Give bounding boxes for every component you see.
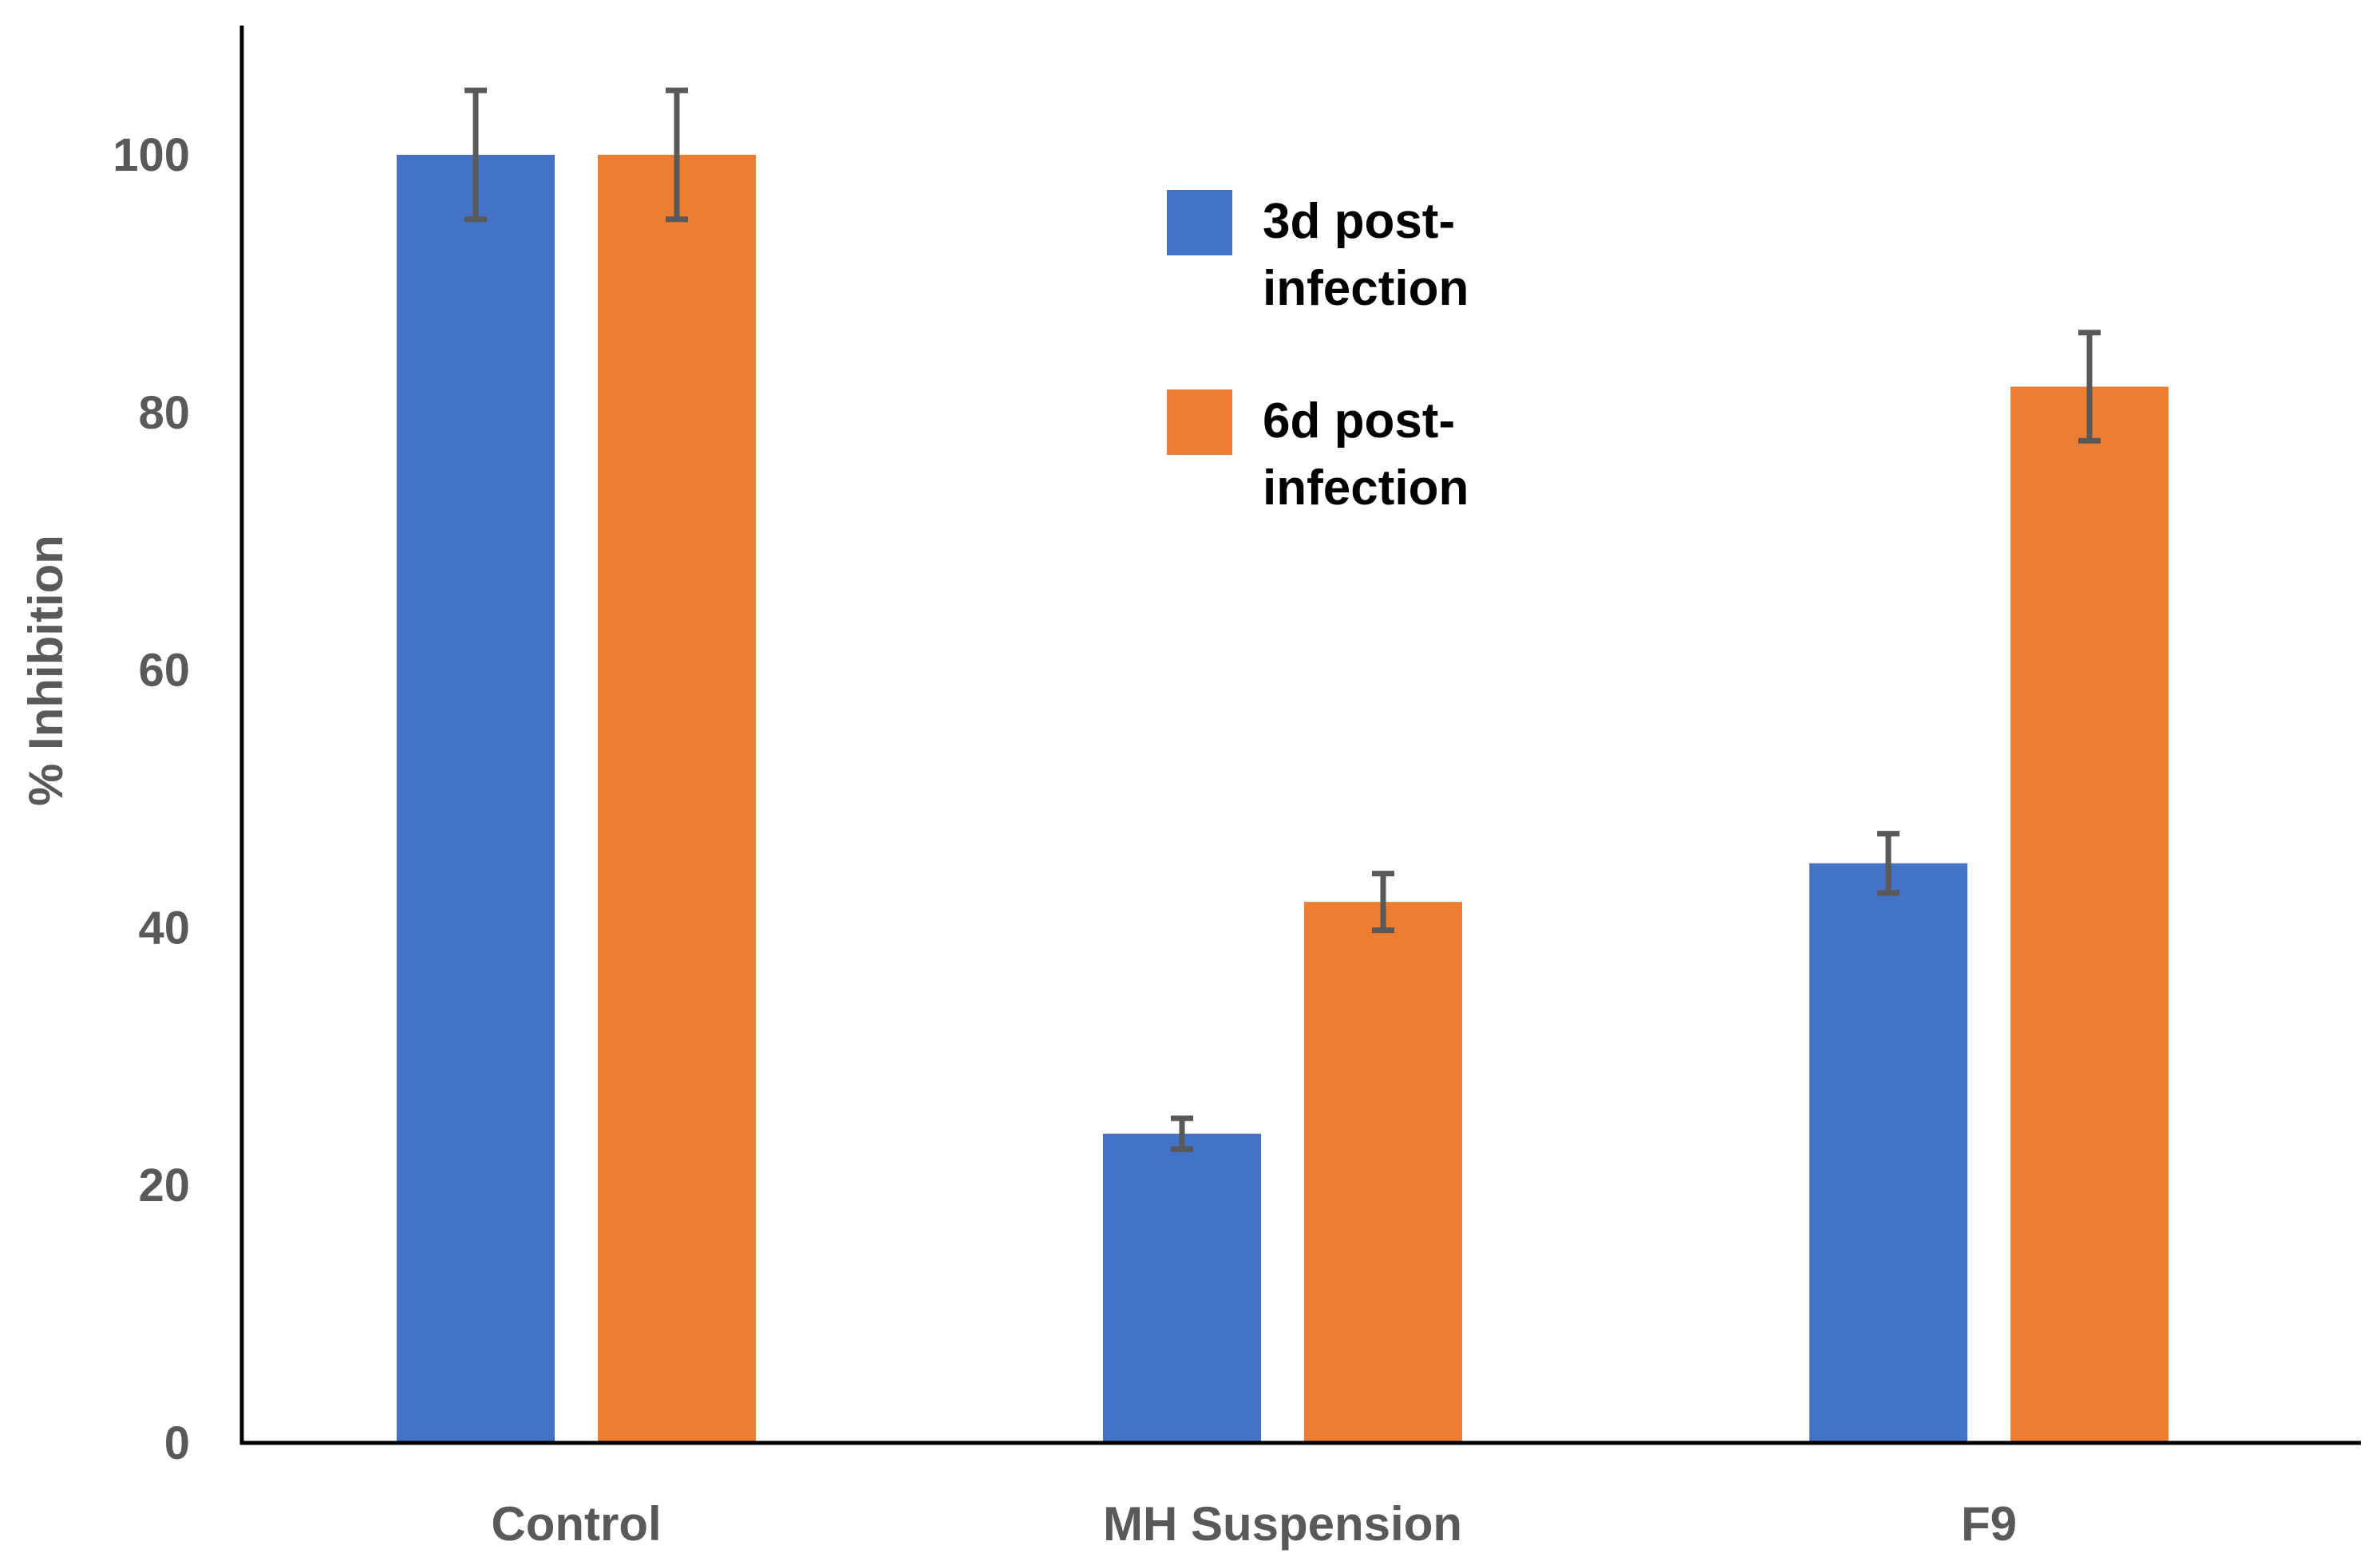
legend-label-1: infection — [1263, 261, 1469, 316]
y-tick-label: 40 — [138, 902, 190, 954]
y-tick-label: 100 — [113, 129, 190, 181]
error-bars-group — [465, 87, 2101, 1152]
y-axis-label: % Inhibition — [19, 535, 73, 806]
bar-control-series-2 — [598, 155, 756, 1443]
x-category-label: Control — [491, 1497, 661, 1551]
x-category-label: MH Suspension — [1103, 1497, 1462, 1551]
bar-f9-series-2 — [2010, 386, 2168, 1443]
legend-swatch-1 — [1167, 190, 1232, 255]
error-bar — [465, 87, 487, 223]
legend-label-1: 3d post- — [1263, 194, 1455, 249]
y-tick-label: 80 — [138, 387, 190, 439]
bar-mh-suspension-series-1 — [1103, 1133, 1261, 1443]
bar-control-series-1 — [397, 155, 555, 1443]
bars-group — [397, 155, 2168, 1443]
y-tick-label: 0 — [164, 1417, 190, 1469]
error-bar — [2078, 330, 2101, 444]
bar-f9-series-1 — [1809, 863, 1967, 1443]
legend: 3d post-infection 6d post-infection — [1167, 190, 1469, 516]
x-axis-categories: Control MH Suspension F9 — [491, 1497, 2017, 1551]
bar-mh-suspension-series-2 — [1304, 902, 1462, 1443]
legend-swatch-2 — [1167, 389, 1232, 455]
y-tick-label: 60 — [138, 645, 190, 697]
x-category-label: F9 — [1961, 1497, 2017, 1551]
legend-label-2: infection — [1263, 460, 1469, 516]
error-bar — [666, 87, 688, 223]
y-axis-ticks: 0 20 40 60 80 100 — [113, 129, 190, 1469]
legend-label-2: 6d post- — [1263, 393, 1455, 449]
error-bar — [1877, 831, 1900, 896]
error-bar — [1372, 871, 1394, 934]
y-tick-label: 20 — [138, 1160, 190, 1211]
error-bar — [1171, 1115, 1193, 1152]
